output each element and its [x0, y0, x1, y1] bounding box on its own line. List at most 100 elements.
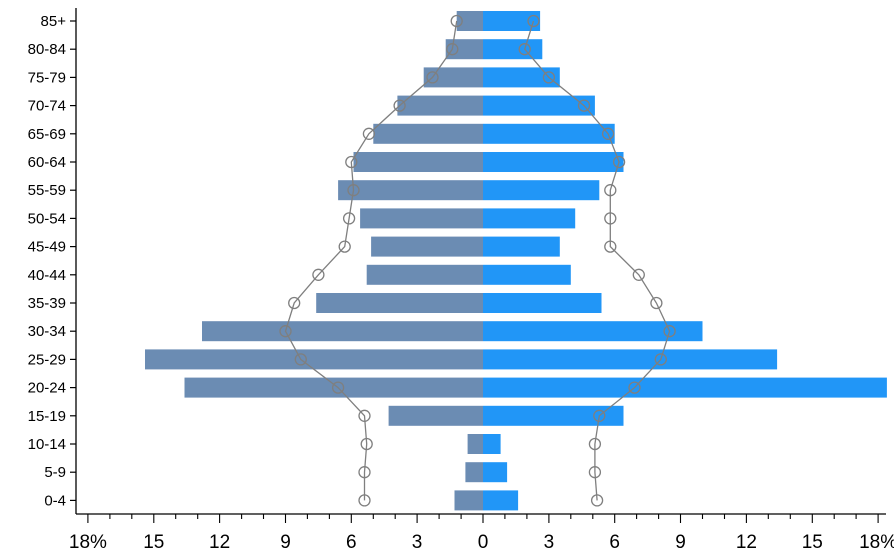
bar-right-20-24: [483, 377, 887, 398]
y-tick-label: 25-29: [28, 351, 66, 368]
x-tick-label: 9: [675, 532, 686, 553]
point-left-50-54: [342, 212, 356, 225]
point-left-65-69: [362, 127, 376, 140]
y-tick-label: 65-69: [28, 126, 66, 143]
bar-right-80-84: [483, 39, 543, 60]
point-left-75-79: [426, 71, 439, 84]
bar-left-55-59: [338, 180, 483, 201]
point-right-45-49: [604, 240, 617, 253]
point-right-75-79: [542, 71, 556, 84]
x-tick-label: 12: [736, 532, 757, 553]
x-tick-label: 3: [412, 532, 423, 553]
point-left-30-34: [279, 325, 292, 338]
bar-left-5-9: [465, 462, 483, 483]
bar-left-45-49: [371, 236, 483, 257]
y-tick-label: 15-19: [28, 408, 66, 425]
bar-left-75-79: [423, 67, 483, 88]
y-tick-label: 75-79: [28, 69, 66, 86]
bar-left-50-54: [360, 208, 483, 229]
point-left-5-9: [358, 466, 371, 479]
y-tick-label: 80-84: [28, 41, 66, 58]
bar-right-70-74: [483, 95, 595, 116]
bar-left-10-14: [467, 434, 483, 454]
point-left-0-4: [358, 494, 371, 507]
point-left-20-24: [331, 381, 345, 394]
x-tick-label: 0: [478, 532, 489, 553]
point-left-45-49: [338, 240, 351, 253]
line-right: [523, 20, 671, 501]
bar-right-25-29: [483, 349, 778, 370]
bar-right-0-4: [483, 490, 519, 511]
bar-left-40-44: [366, 264, 483, 285]
y-tick-label: 45-49: [28, 239, 66, 256]
bar-left-85+: [456, 11, 483, 31]
y-tick-label: 50-54: [28, 210, 66, 227]
point-right-85+: [527, 14, 540, 28]
y-tick-label: 35-39: [28, 295, 66, 312]
point-right-80-84: [518, 43, 531, 56]
bar-left-30-34: [202, 321, 483, 342]
bar-left-20-24: [184, 377, 483, 398]
x-tick-label: 12: [209, 532, 230, 553]
y-tick-label: 0-4: [44, 492, 66, 509]
point-left-80-84: [446, 43, 459, 56]
bar-left-80-84: [445, 39, 483, 60]
point-left-25-29: [294, 353, 307, 366]
x-tick-label: 15: [802, 532, 823, 553]
point-left-35-39: [288, 296, 301, 310]
point-left-60-64: [345, 155, 358, 169]
bar-left-65-69: [373, 123, 484, 144]
bar-left-25-29: [145, 349, 483, 370]
point-right-25-29: [654, 353, 667, 366]
bar-right-5-9: [483, 462, 508, 483]
bar-right-75-79: [483, 67, 560, 88]
point-left-10-14: [360, 437, 373, 451]
x-tick-label: 18%: [69, 532, 107, 553]
point-left-15-19: [358, 409, 371, 422]
axes-layer: 0-4 5-9 10-14 15-19 20-24 25-29 30-34 35-39 40-4…: [28, 8, 894, 553]
x-tick-label: 6: [609, 532, 620, 553]
y-tick-label: 40-44: [28, 267, 66, 284]
point-right-10-14: [588, 437, 602, 451]
x-tick-label: 9: [280, 532, 291, 553]
bar-left-0-4: [454, 490, 483, 511]
point-left-85+: [450, 14, 463, 28]
point-left-40-44: [312, 268, 325, 281]
bar-right-50-54: [483, 208, 576, 229]
bar-right-45-49: [483, 236, 560, 257]
point-right-5-9: [588, 466, 602, 479]
bar-right-10-14: [483, 434, 501, 454]
bar-left-70-74: [397, 95, 483, 116]
bar-right-55-59: [483, 180, 600, 201]
bar-right-35-39: [483, 293, 602, 313]
y-tick-label: 70-74: [28, 98, 66, 115]
bar-right-15-19: [483, 405, 624, 426]
bar-right-40-44: [483, 264, 571, 285]
lines-layer: [279, 14, 676, 507]
y-tick-label: 60-64: [28, 154, 66, 171]
y-tick-label: 85+: [41, 13, 67, 30]
bar-right-30-34: [483, 321, 703, 342]
bar-left-35-39: [316, 293, 483, 313]
bar-left-60-64: [353, 152, 483, 172]
x-tick-label: 15: [143, 532, 164, 553]
bar-right-60-64: [483, 152, 624, 172]
point-right-20-24: [628, 381, 641, 394]
bar-right-65-69: [483, 123, 615, 144]
point-right-40-44: [632, 268, 645, 281]
point-right-60-64: [612, 155, 626, 169]
point-right-35-39: [650, 296, 663, 310]
point-right-65-69: [601, 127, 615, 140]
bars-layer: [145, 11, 887, 511]
x-tick-label: 3: [544, 532, 555, 553]
y-tick-label: 20-24: [28, 380, 66, 397]
x-tick-label: 18%: [859, 532, 894, 553]
point-left-55-59: [347, 184, 360, 197]
point-right-70-74: [577, 99, 591, 112]
y-tick-label: 10-14: [28, 436, 66, 453]
y-tick-label: 5-9: [44, 464, 66, 481]
y-tick-label: 55-59: [28, 182, 66, 199]
bar-left-15-19: [388, 405, 483, 426]
point-right-55-59: [604, 184, 617, 197]
x-tick-label: 6: [346, 532, 357, 553]
